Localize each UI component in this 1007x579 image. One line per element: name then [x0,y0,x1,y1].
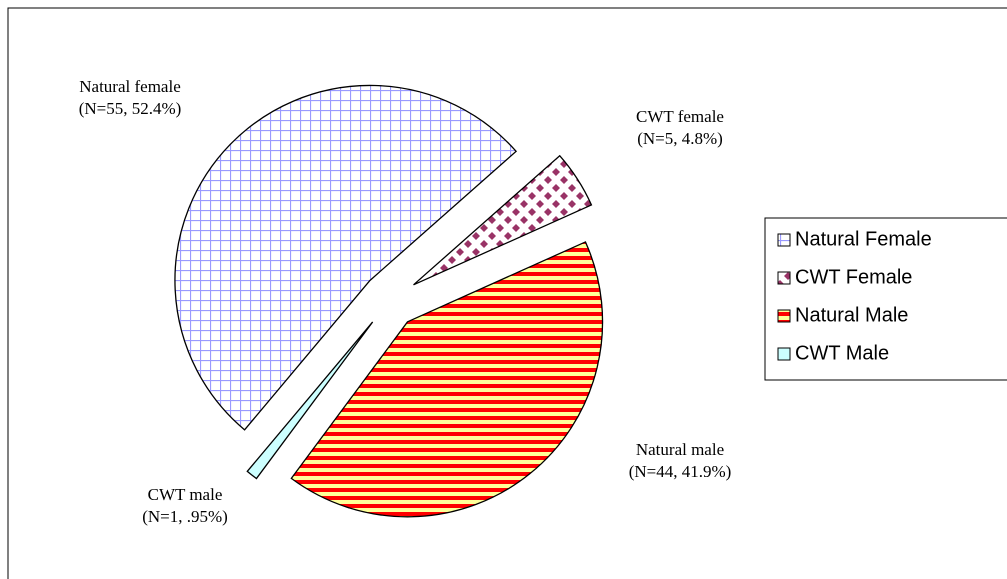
legend-swatch [777,233,791,247]
slice-label: Natural female [79,77,180,96]
legend-label: Natural Male [795,304,908,326]
legend-swatch [777,271,791,285]
slice-value-label: (N=1, .95%) [142,507,228,526]
legend-label: Natural Female [795,228,932,250]
legend-box [764,217,1007,381]
legend-swatch [777,309,791,323]
legend-label: CWT Female [795,266,912,288]
legend-swatch [777,347,791,361]
pie-slice [246,321,374,480]
slice-value-label: (N=55, 52.4%) [79,99,182,118]
pie-slice [174,84,518,431]
slice-label: CWT female [636,107,724,126]
pie-slice [290,241,604,518]
pie-slice [413,154,593,286]
slice-value-label: (N=5, 4.8%) [637,129,723,148]
slice-value-label: (N=44, 41.9%) [629,462,732,481]
slice-label: CWT male [148,485,223,504]
slice-label: Natural male [636,440,724,459]
legend-label: CWT Male [795,342,889,364]
